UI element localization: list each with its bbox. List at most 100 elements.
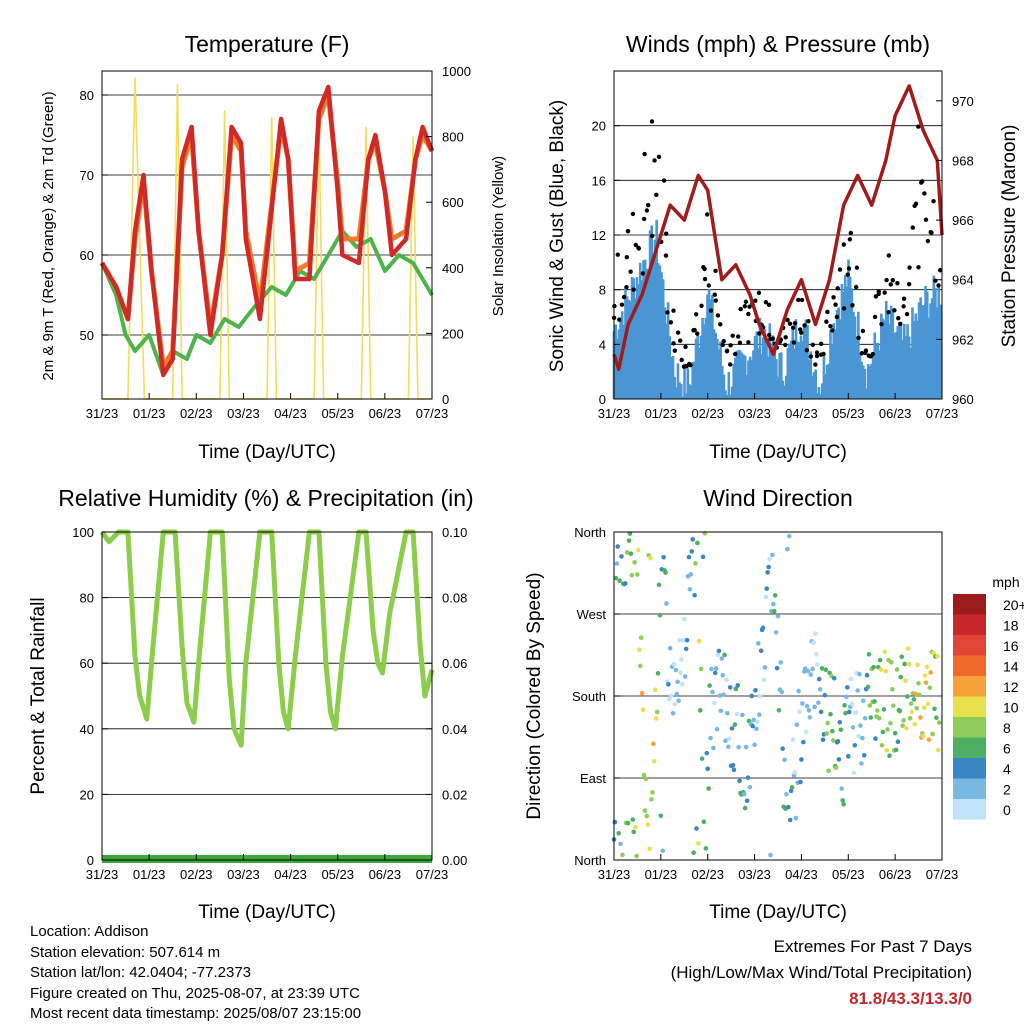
x-tick-label: 01/23 — [133, 406, 166, 421]
direction-point — [835, 739, 841, 744]
gust-point — [790, 325, 796, 330]
gust-point — [628, 269, 633, 274]
direction-point — [771, 601, 776, 607]
direction-point — [859, 761, 864, 766]
direction-point — [904, 725, 909, 731]
direction-point — [792, 770, 798, 775]
legend-swatch — [953, 655, 986, 676]
direction-point — [648, 555, 653, 561]
y2-tick-label: 200 — [442, 326, 464, 341]
direction-point — [668, 693, 674, 699]
y-tick-label: 0 — [599, 392, 606, 407]
direction-point — [860, 698, 866, 704]
direction-point — [625, 820, 631, 826]
legend-swatch — [953, 635, 986, 656]
gust-point — [672, 348, 678, 353]
station-info: Location: Addison Station elevation: 507… — [30, 922, 361, 1025]
direction-point — [675, 679, 681, 685]
gust-point — [892, 308, 897, 313]
gust-point — [841, 306, 847, 311]
legend-label: 0 — [1003, 802, 1011, 818]
gust-point — [665, 310, 670, 315]
direction-point — [780, 746, 785, 751]
y2-tick-label: 0.10 — [442, 525, 467, 540]
gust-point — [814, 350, 820, 355]
y-tick-label: West — [577, 607, 607, 622]
direction-point — [779, 689, 785, 695]
y-tick-label: 8 — [599, 283, 606, 298]
gust-point — [738, 306, 743, 312]
direction-point — [824, 731, 830, 736]
direction-point — [767, 556, 772, 562]
legend-label: 8 — [1003, 720, 1011, 736]
gust-point — [845, 272, 850, 277]
direction-point — [687, 586, 693, 592]
direction-point — [644, 813, 650, 819]
direction-point — [715, 652, 721, 658]
direction-point — [782, 757, 787, 763]
gust-point — [847, 237, 853, 242]
gust-point — [920, 179, 925, 184]
direction-point — [654, 709, 660, 715]
gust-point — [730, 333, 735, 338]
direction-point — [677, 637, 682, 643]
direction-point — [852, 742, 858, 748]
direction-point — [884, 747, 890, 753]
direction-point — [880, 729, 886, 735]
gust-point — [830, 328, 835, 333]
direction-point — [636, 547, 641, 553]
y2-tick-label: 970 — [952, 94, 974, 109]
direction-point — [833, 765, 839, 770]
direction-point — [793, 815, 799, 821]
legend-label: 10 — [1003, 700, 1019, 716]
gust-point — [814, 353, 820, 359]
gust-point — [925, 238, 931, 244]
gust-point — [649, 233, 655, 239]
direction-point — [643, 776, 649, 782]
gust-point — [824, 319, 829, 324]
direction-point — [912, 721, 918, 727]
direction-point — [714, 726, 720, 732]
direction-point — [785, 546, 790, 552]
direction-point — [885, 727, 890, 732]
direction-point — [735, 683, 741, 688]
direction-point — [900, 723, 905, 728]
gust-point — [810, 342, 816, 347]
direction-point — [674, 691, 680, 697]
gust-point — [825, 309, 830, 315]
direction-point — [709, 666, 714, 672]
direction-point — [800, 701, 805, 706]
direction-point — [691, 850, 696, 856]
direction-point — [637, 663, 643, 669]
direction-point — [681, 637, 686, 643]
direction-point — [815, 700, 821, 705]
direction-point — [682, 674, 688, 679]
direction-point — [856, 733, 861, 739]
direction-point — [696, 841, 701, 846]
direction-point — [698, 666, 704, 672]
direction-point — [918, 715, 923, 720]
direction-point — [907, 716, 913, 721]
direction-point — [928, 670, 934, 675]
gust-point — [617, 317, 622, 322]
direction-point — [713, 666, 719, 671]
y2-tick-label: 0 — [442, 392, 449, 407]
direction-point — [823, 667, 829, 673]
direction-point — [871, 664, 876, 670]
direction-point — [717, 693, 723, 698]
legend-swatch — [953, 758, 986, 779]
direction-point — [879, 742, 885, 748]
direction-point — [740, 712, 745, 718]
legend-title: mph — [992, 574, 1019, 590]
gust-point — [633, 242, 638, 248]
direction-point — [647, 846, 652, 852]
direction-point — [743, 744, 749, 750]
direction-point — [688, 572, 694, 577]
direction-point — [726, 736, 732, 741]
gust-point — [624, 254, 630, 260]
direction-point — [766, 564, 771, 570]
x-tick-label: 02/23 — [180, 867, 213, 882]
gust-point — [799, 297, 805, 303]
direction-point — [721, 692, 726, 698]
direction-point — [693, 561, 698, 566]
